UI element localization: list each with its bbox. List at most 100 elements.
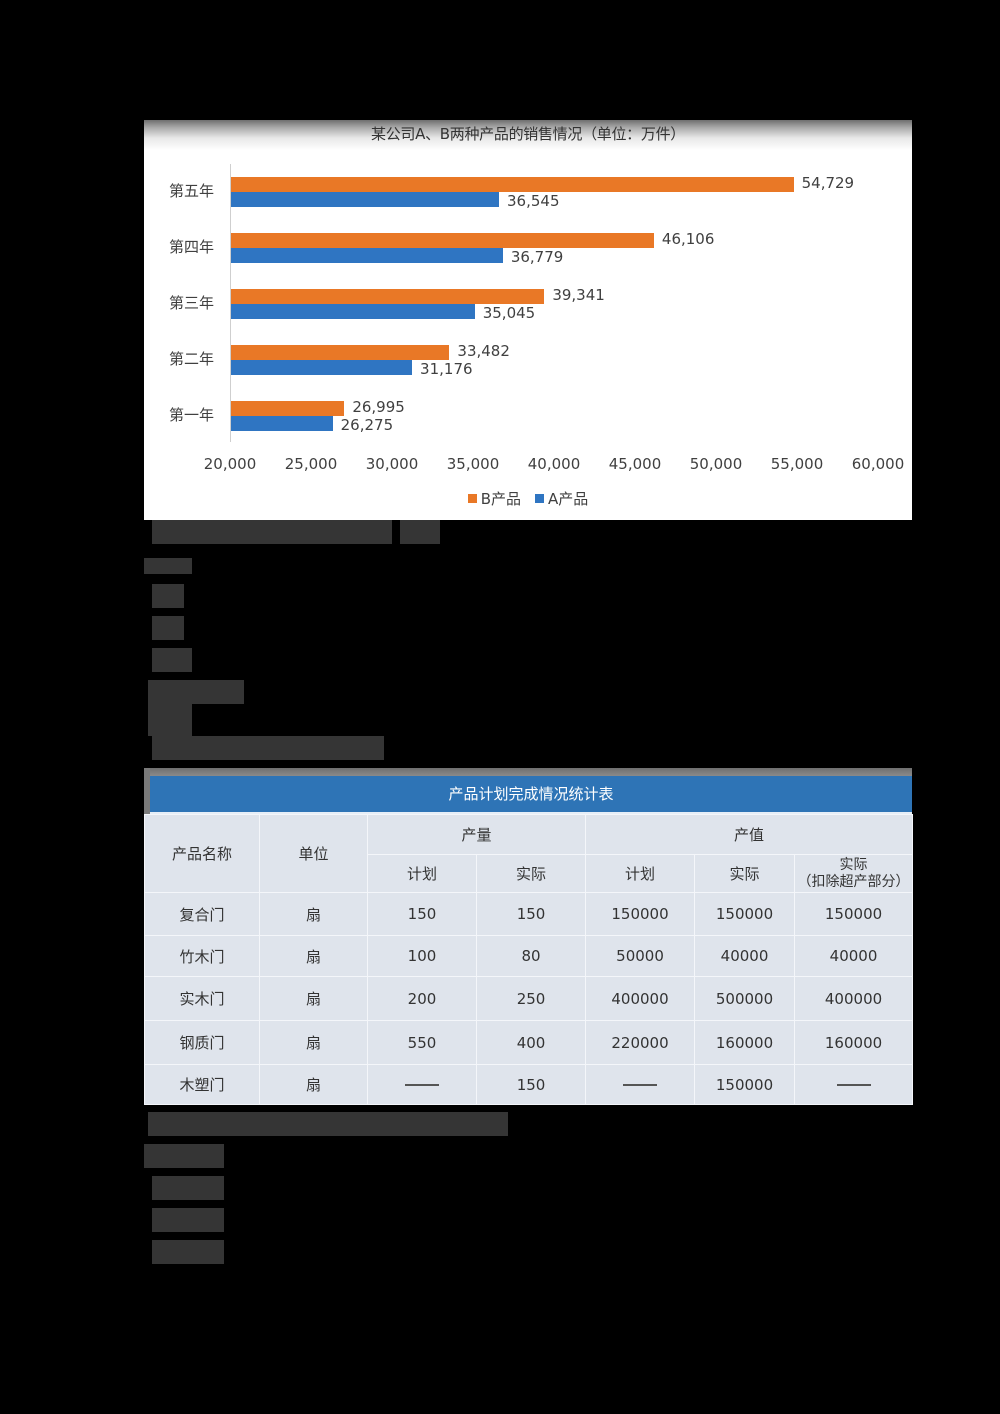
- bar-b-product: [231, 401, 345, 416]
- data-label: 26,995: [352, 398, 405, 416]
- cell-unit: 扇: [259, 1020, 368, 1065]
- bar-b-product: [231, 233, 654, 248]
- legend-swatch-b-icon: [467, 494, 477, 503]
- empty-dash: [623, 1084, 658, 1086]
- table-row: 实木门 扇 200 250 400000 500000 400000: [144, 976, 914, 1021]
- bar-a-product: [231, 304, 475, 319]
- cell-product-name: 木塑门: [144, 1064, 260, 1105]
- redacted-option-block: [152, 616, 184, 640]
- cell-output-plan: 200: [367, 976, 477, 1021]
- header-value-actual: 实际: [694, 854, 796, 893]
- legend-item-b: B产品: [467, 488, 522, 509]
- legend-item-a: A产品: [535, 488, 588, 509]
- table-top-shade: [144, 768, 912, 776]
- cell-value-actual: 160000: [694, 1020, 796, 1065]
- cell-product-name: 钢质门: [144, 1020, 260, 1065]
- x-tick-label: 30,000: [365, 455, 419, 473]
- x-tick-label: 35,000: [446, 455, 500, 473]
- cell-value-adjusted: 160000: [794, 1020, 914, 1065]
- cell-value-adjusted: 150000: [794, 892, 914, 936]
- redacted-text-line: [148, 1112, 508, 1136]
- cell-unit: 扇: [259, 892, 368, 936]
- header-value-actual-adjusted-line1: 实际: [839, 856, 868, 873]
- x-tick-label: 40,000: [527, 455, 581, 473]
- x-tick-label: 25,000: [284, 455, 338, 473]
- table-caption: 产品计划完成情况统计表: [150, 776, 912, 814]
- redacted-option-block: [152, 584, 184, 608]
- cell-output-actual: 150: [475, 1064, 587, 1105]
- redacted-text-line: [152, 736, 384, 760]
- data-label: 46,106: [661, 230, 715, 248]
- cell-output-plan: [367, 1064, 477, 1105]
- chart-title-bar: [144, 120, 912, 150]
- chart-plot-area: 第五年 54,729 36,545 第四年 46,106 36,779 第三年 39,341 3…: [144, 120, 912, 520]
- cell-value-actual: 150000: [694, 892, 796, 936]
- cell-unit: 扇: [259, 976, 368, 1021]
- sales-bar-chart: 某公司A、B两种产品的销售情况（单位：万件） 第五年 54,729 36,545 第四…: [144, 120, 912, 520]
- table-row: 钢质门 扇 550 400 220000 160000 160000: [144, 1020, 914, 1065]
- cell-product-name: 复合门: [144, 892, 260, 936]
- redacted-text-line: [152, 520, 392, 544]
- category-label: 第二年: [168, 350, 214, 368]
- redacted-text-line: [148, 704, 192, 736]
- header-output-actual: 实际: [475, 854, 587, 893]
- redacted-option-block: [152, 1240, 224, 1264]
- category-label: 第四年: [168, 238, 214, 256]
- cell-unit: 扇: [259, 935, 368, 977]
- cell-product-name: 实木门: [144, 976, 260, 1021]
- header-value: 产值: [585, 814, 914, 855]
- data-label: 39,341: [552, 286, 605, 304]
- data-label: 36,545: [507, 192, 560, 210]
- header-product-name: 产品名称: [144, 814, 260, 893]
- x-tick-label: 55,000: [770, 455, 824, 473]
- redacted-text-line: [144, 558, 192, 574]
- cell-output-actual: 400: [475, 1020, 587, 1065]
- header-output: 产量: [366, 814, 587, 855]
- table-row: 木塑门 扇 150 150000: [144, 1064, 914, 1105]
- cell-output-plan: 550: [367, 1020, 477, 1065]
- bar-a-product: [231, 192, 500, 207]
- cell-value-plan: 150000: [585, 892, 696, 936]
- redacted-option-block: [152, 1176, 224, 1200]
- legend-label-a: A产品: [548, 490, 589, 508]
- cell-output-actual: 80: [475, 935, 587, 977]
- chart-legend: B产品 A产品: [144, 488, 912, 509]
- header-value-actual-adjusted-line2: （扣除超产部分）: [797, 873, 910, 890]
- data-label: 54,729: [801, 174, 855, 192]
- redacted-text-line: [144, 1144, 224, 1168]
- cell-value-plan: 220000: [585, 1020, 696, 1065]
- table-row: 复合门 扇 150 150 150000 150000 150000: [144, 892, 914, 936]
- x-tick-label: 45,000: [608, 455, 662, 473]
- cell-value-adjusted: 400000: [794, 976, 914, 1021]
- header-value-actual-adjusted: 实际 （扣除超产部分）: [794, 854, 914, 893]
- data-label: 33,482: [457, 342, 510, 360]
- empty-dash: [405, 1084, 439, 1086]
- cell-product-name: 竹木门: [144, 935, 260, 977]
- cell-value-actual: 500000: [694, 976, 796, 1021]
- chart-title: 某公司A、B两种产品的销售情况（单位：万件）: [371, 125, 685, 143]
- header-value-plan: 计划: [585, 854, 696, 893]
- cell-output-actual: 150: [475, 892, 587, 936]
- cell-value-adjusted: [794, 1064, 914, 1105]
- x-tick-label: 20,000: [203, 455, 257, 473]
- bar-b-product: [231, 177, 794, 192]
- category-label: 第三年: [168, 294, 214, 312]
- cell-output-plan: 150: [367, 892, 477, 936]
- x-tick-label: 50,000: [689, 455, 743, 473]
- bar-a-product: [231, 416, 333, 431]
- data-label: 36,779: [510, 248, 564, 266]
- header-unit: 单位: [259, 814, 368, 893]
- bar-b-product: [231, 289, 545, 304]
- legend-label-b: B产品: [480, 490, 522, 508]
- production-plan-table-card: 产品计划完成情况统计表 产品名称 单位 产量 产值 计划 实际 计划 实际: [144, 768, 914, 1105]
- cell-value-plan: [585, 1064, 696, 1105]
- cell-value-plan: 50000: [585, 935, 696, 977]
- table-row: 竹木门 扇 100 80 50000 40000 40000: [144, 935, 914, 977]
- data-label: 26,275: [340, 416, 394, 434]
- empty-dash: [836, 1084, 871, 1086]
- cell-output-actual: 250: [475, 976, 587, 1021]
- cell-value-actual: 40000: [694, 935, 796, 977]
- bar-a-product: [231, 360, 413, 375]
- redacted-text-line: [148, 680, 244, 704]
- category-label: 第一年: [168, 406, 214, 424]
